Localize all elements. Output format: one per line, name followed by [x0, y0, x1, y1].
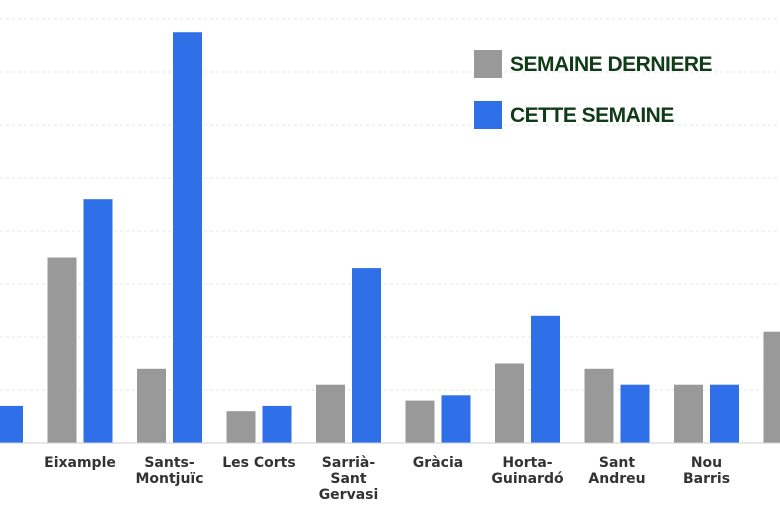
bar-last-week	[137, 368, 166, 443]
bar-last-week	[226, 411, 256, 443]
bar-this-week	[0, 405, 23, 443]
bar-this-week	[441, 395, 471, 443]
x-tick-label: Sants-Montjuïc	[135, 455, 203, 487]
x-tick-label: Sarrià-Sant Gervasi	[319, 455, 379, 503]
bar-last-week	[674, 384, 703, 443]
gridlines	[0, 18, 780, 391]
bar-this-week	[531, 315, 560, 443]
x-tick-label: Les Corts	[222, 455, 295, 471]
bar-this-week	[262, 405, 292, 443]
bars	[0, 32, 780, 443]
x-tick-label: Sant Andreu	[588, 455, 645, 487]
x-tick-label: Nou Barris	[683, 455, 730, 487]
bar-this-week	[352, 268, 381, 443]
bar-last-week	[405, 400, 435, 443]
bar-this-week	[83, 199, 113, 443]
bar-last-week	[47, 257, 77, 443]
x-tick-label: Eixample	[44, 455, 116, 471]
x-tick-label: Horta-Guinardó	[491, 455, 564, 487]
bar-last-week	[584, 368, 614, 443]
x-tick-label: Gràcia	[413, 455, 463, 471]
legend-label: SEMAINE DERNIERE	[510, 53, 713, 76]
bar-last-week	[763, 331, 780, 443]
legend-swatch	[474, 101, 502, 129]
bar-this-week	[173, 32, 202, 443]
legend: SEMAINE DERNIERE CETTE SEMAINE	[474, 50, 713, 129]
bar-last-week	[495, 363, 524, 443]
bar-this-week	[620, 384, 650, 443]
legend-swatch	[474, 50, 502, 78]
bar-this-week	[710, 384, 739, 443]
legend-label: CETTE SEMAINE	[510, 104, 674, 127]
bar-last-week	[316, 384, 345, 443]
